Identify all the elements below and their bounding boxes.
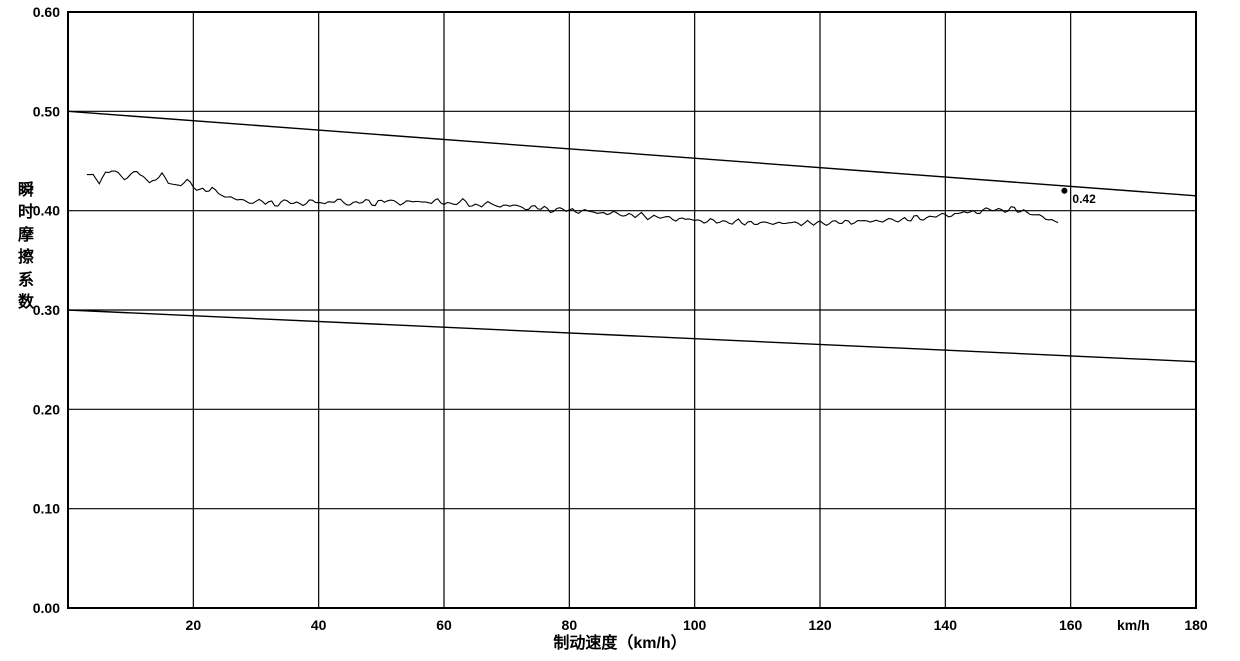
x-tick-label: 20 [186, 617, 202, 633]
x-tick-label: 140 [934, 617, 958, 633]
annotation-label: 0.42 [1072, 192, 1096, 206]
y-tick-label: 0.50 [33, 103, 60, 119]
x-tick-label: 160 [1059, 617, 1083, 633]
y-tick-label: 0.20 [33, 401, 60, 417]
x-unit-inline: km/h [1117, 617, 1150, 633]
data-series [87, 171, 1058, 226]
y-axis-label: 瞬时摩擦系数 [16, 180, 36, 314]
x-tick-label: 40 [311, 617, 327, 633]
lower-bound-line [68, 310, 1196, 362]
x-tick-label: 180 [1184, 617, 1208, 633]
y-tick-label: 0.30 [33, 302, 60, 318]
x-axis-label: 制动速度（km/h） [553, 629, 686, 653]
annotation-marker [1061, 188, 1067, 194]
y-tick-label: 0.10 [33, 501, 60, 517]
upper-bound-line [68, 111, 1196, 195]
chart-svg: 20406080100120140160180km/h0.000.100.200… [0, 0, 1240, 661]
x-tick-label: 120 [808, 617, 832, 633]
y-tick-label: 0.60 [33, 4, 60, 20]
friction-chart: 20406080100120140160180km/h0.000.100.200… [0, 0, 1240, 661]
y-tick-label: 0.40 [33, 203, 60, 219]
y-tick-label: 0.00 [33, 600, 60, 616]
x-tick-label: 60 [436, 617, 452, 633]
